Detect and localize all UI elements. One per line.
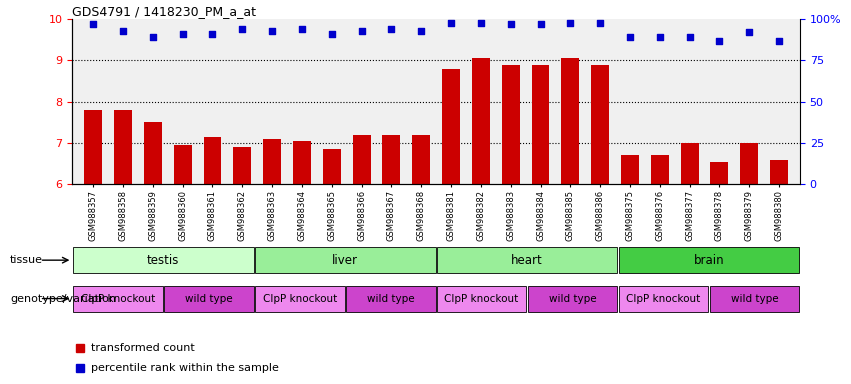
Point (593, 20, 607, 26)
Point (712, 38, 726, 44)
Point (414, 28, 428, 34)
Point (87, 21, 100, 27)
Text: wild type: wild type (367, 293, 414, 304)
Point (683, 34, 696, 40)
Point (742, 29, 756, 35)
Text: ClpP knockout: ClpP knockout (626, 293, 700, 304)
Bar (352, 135, 370, 184)
Text: ClpP knockout: ClpP knockout (81, 293, 155, 304)
Bar (528, 286, 618, 311)
Bar (770, 160, 788, 184)
Point (266, 28, 279, 34)
Text: ClpP knockout: ClpP knockout (263, 293, 337, 304)
Bar (73, 286, 163, 311)
Bar (740, 143, 758, 184)
Text: heart: heart (511, 254, 543, 266)
Bar (73, 247, 254, 273)
Bar (619, 247, 799, 273)
Bar (233, 147, 251, 184)
Point (563, 20, 577, 26)
Bar (114, 110, 132, 184)
Point (534, 21, 547, 27)
Bar (502, 65, 520, 184)
Bar (443, 69, 460, 184)
Text: testis: testis (147, 254, 180, 266)
Bar (472, 58, 490, 184)
Bar (263, 139, 281, 184)
Point (325, 31, 339, 37)
Bar (203, 137, 221, 184)
Point (236, 26, 249, 32)
Point (176, 31, 190, 37)
Bar (562, 58, 580, 184)
Point (117, 28, 130, 34)
Text: genotype/variation: genotype/variation (10, 293, 117, 304)
Bar (164, 286, 254, 311)
Text: wild type: wild type (549, 293, 597, 304)
Point (653, 34, 666, 40)
Bar (254, 286, 345, 311)
Text: ClpP knockout: ClpP knockout (444, 293, 519, 304)
Bar (84, 110, 102, 184)
Text: transformed count: transformed count (90, 343, 194, 353)
Point (474, 20, 488, 26)
Bar (532, 65, 550, 184)
Bar (710, 286, 799, 311)
Bar (591, 65, 609, 184)
Bar (437, 286, 527, 311)
Point (504, 21, 517, 27)
Text: wild type: wild type (731, 293, 779, 304)
Bar (346, 286, 436, 311)
Bar (323, 149, 340, 184)
Point (146, 34, 160, 40)
Text: tissue: tissue (10, 255, 43, 265)
Bar (619, 286, 708, 311)
Point (295, 26, 309, 32)
Bar (621, 156, 639, 184)
Bar (293, 141, 311, 184)
Bar (174, 145, 191, 184)
Point (623, 34, 637, 40)
Text: brain: brain (694, 254, 724, 266)
Bar (144, 122, 162, 184)
Point (206, 31, 220, 37)
Bar (382, 135, 400, 184)
Bar (711, 162, 728, 184)
Bar (254, 247, 436, 273)
Text: GDS4791 / 1418230_PM_a_at: GDS4791 / 1418230_PM_a_at (72, 5, 256, 18)
Text: percentile rank within the sample: percentile rank within the sample (90, 362, 278, 373)
Text: wild type: wild type (185, 293, 232, 304)
Point (355, 28, 368, 34)
Bar (437, 247, 618, 273)
Text: liver: liver (332, 254, 358, 266)
Point (772, 38, 785, 44)
Bar (681, 143, 699, 184)
Point (385, 26, 398, 32)
Point (444, 20, 458, 26)
Bar (651, 156, 669, 184)
Bar (412, 135, 430, 184)
